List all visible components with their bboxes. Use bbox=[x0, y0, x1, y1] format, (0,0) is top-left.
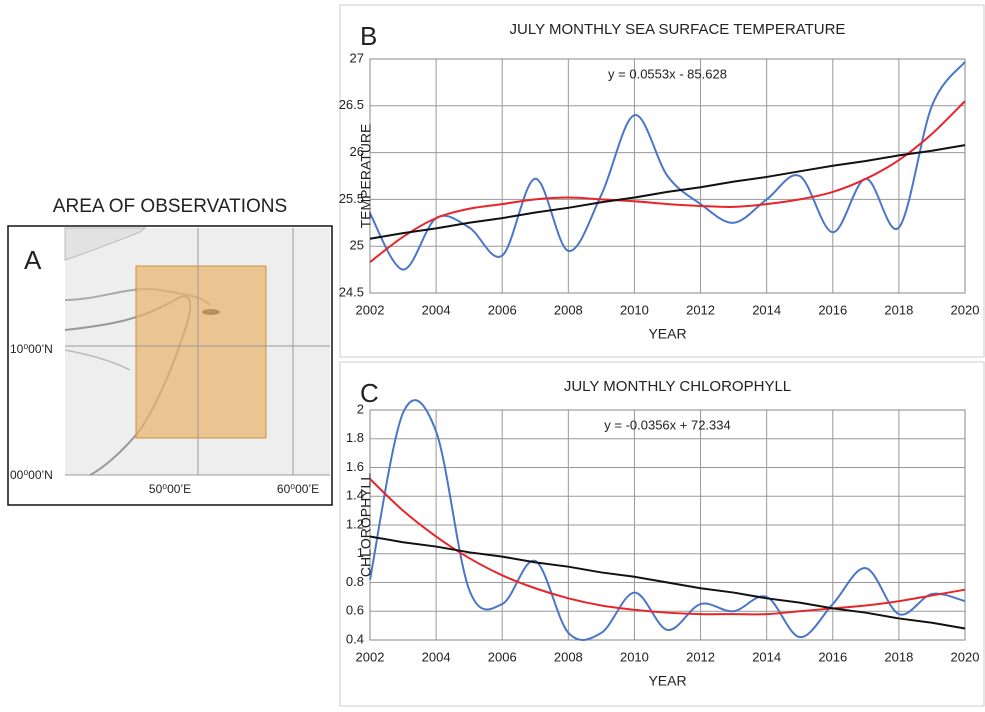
y-tick-label: 0.8 bbox=[346, 574, 364, 589]
x-tick-label: 2014 bbox=[752, 302, 781, 317]
chart: 24.5 25 25.5 26 26.5 27 2002 2004 2006 2008 2010 20… bbox=[339, 4, 985, 358]
y-axis-label: TEMPERATURE bbox=[358, 124, 374, 229]
x-tick-label: 2014 bbox=[752, 649, 781, 664]
y-tick-label: 1.2 bbox=[346, 516, 364, 531]
panel-label: A bbox=[24, 245, 42, 275]
y-axis-label: CHLOROPHYLL bbox=[358, 473, 374, 577]
x-tick-label: 2018 bbox=[884, 649, 913, 664]
observation-area bbox=[135, 265, 267, 439]
y-tick-label: 0.4 bbox=[346, 631, 364, 646]
x-tick-label: 2020 bbox=[951, 649, 980, 664]
chart-title: JULY MONTHLY CHLOROPHYLL bbox=[564, 378, 791, 395]
x-tick-label: 2012 bbox=[686, 649, 715, 664]
y-tick-label: 1.4 bbox=[346, 488, 364, 503]
x-tick-label: 2008 bbox=[554, 649, 583, 664]
data-line bbox=[369, 100, 966, 263]
x-tick-label: 2020 bbox=[951, 302, 980, 317]
x-tick-label: 2010 bbox=[620, 302, 649, 317]
data-line bbox=[369, 535, 966, 630]
panel-label: B bbox=[360, 21, 377, 51]
x-tick-label: 2012 bbox=[686, 302, 715, 317]
x-tick-label: 2006 bbox=[488, 649, 517, 664]
x-tick-label: 2002 bbox=[356, 302, 385, 317]
y-tick-label: 26.5 bbox=[339, 97, 364, 112]
lon-label: 50⁰00’E bbox=[149, 482, 191, 496]
x-axis-label: YEAR bbox=[648, 326, 686, 342]
border bbox=[64, 349, 131, 371]
chart-panel bbox=[339, 361, 985, 707]
x-tick-label: 2006 bbox=[488, 302, 517, 317]
x-tick-label: 2018 bbox=[884, 302, 913, 317]
chart-title: JULY MONTHLY SEA SURFACE TEMPERATURE bbox=[510, 21, 846, 38]
y-tick-label: 0.6 bbox=[346, 603, 364, 618]
lon-label: 60⁰00’E bbox=[277, 482, 319, 496]
data-line bbox=[369, 144, 966, 240]
y-tick-label: 2 bbox=[357, 401, 364, 416]
lat-label: 00⁰00’N bbox=[10, 468, 53, 482]
plot-frame bbox=[369, 409, 966, 641]
x-tick-label: 2016 bbox=[818, 649, 847, 664]
x-axis-label: YEAR bbox=[648, 673, 686, 689]
chart-panel bbox=[339, 4, 985, 358]
x-tick-label: 2016 bbox=[818, 302, 847, 317]
panel-label: C bbox=[360, 378, 379, 408]
y-tick-label: 1.6 bbox=[346, 459, 364, 474]
y-tick-label: 24.5 bbox=[339, 284, 364, 299]
lat-label: 10⁰00’N bbox=[10, 342, 53, 356]
annotation: y = -0.0356x + 72.334 bbox=[604, 417, 730, 432]
y-tick-label: 25.5 bbox=[339, 191, 364, 206]
map-panel: AREA OF OBSERVATIONS A 10⁰00’N 00⁰00’N 5… bbox=[7, 196, 333, 506]
y-tick-label: 25 bbox=[350, 238, 364, 253]
y-tick-label: 27 bbox=[350, 50, 364, 65]
island bbox=[202, 309, 220, 315]
y-tick-label: 1 bbox=[357, 545, 364, 560]
annotation: y = 0.0553x - 85.628 bbox=[608, 66, 727, 81]
x-tick-label: 2004 bbox=[422, 649, 451, 664]
y-tick-label: 26 bbox=[350, 144, 364, 159]
land bbox=[64, 227, 147, 261]
chart: 0.4 0.6 0.8 1 1.2 1.4 1.6 1.8 2 2002 2004 2006 2008 2… bbox=[339, 361, 985, 707]
x-tick-label: 2004 bbox=[422, 302, 451, 317]
x-tick-label: 2008 bbox=[554, 302, 583, 317]
data-line bbox=[369, 399, 966, 641]
data-line bbox=[369, 478, 966, 616]
x-tick-label: 2010 bbox=[620, 649, 649, 664]
x-tick-label: 2002 bbox=[356, 649, 385, 664]
y-tick-label: 1.8 bbox=[346, 430, 364, 445]
data-line bbox=[369, 61, 966, 271]
plot-frame bbox=[369, 58, 966, 294]
map-title: AREA OF OBSERVATIONS bbox=[53, 196, 287, 217]
